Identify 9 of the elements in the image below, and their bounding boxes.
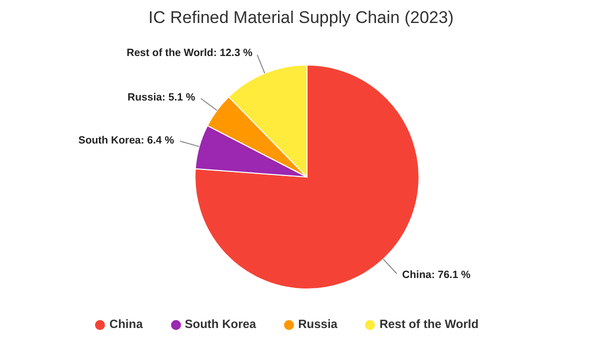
data-label: China: 76.1 % xyxy=(402,269,472,282)
legend-label: China xyxy=(109,317,143,331)
chart-title: IC Refined Material Supply Chain (2023) xyxy=(147,8,455,28)
data-label: Russia: 5.1 % xyxy=(128,91,196,104)
data-label: Rest of the World: 12.3 % xyxy=(126,46,254,59)
legend-label: Russia xyxy=(298,317,338,331)
legend-label: Rest of the World xyxy=(379,317,479,331)
legend-label: South Korea xyxy=(184,317,256,331)
data-label: South Korea: 6.4 % xyxy=(78,134,175,147)
